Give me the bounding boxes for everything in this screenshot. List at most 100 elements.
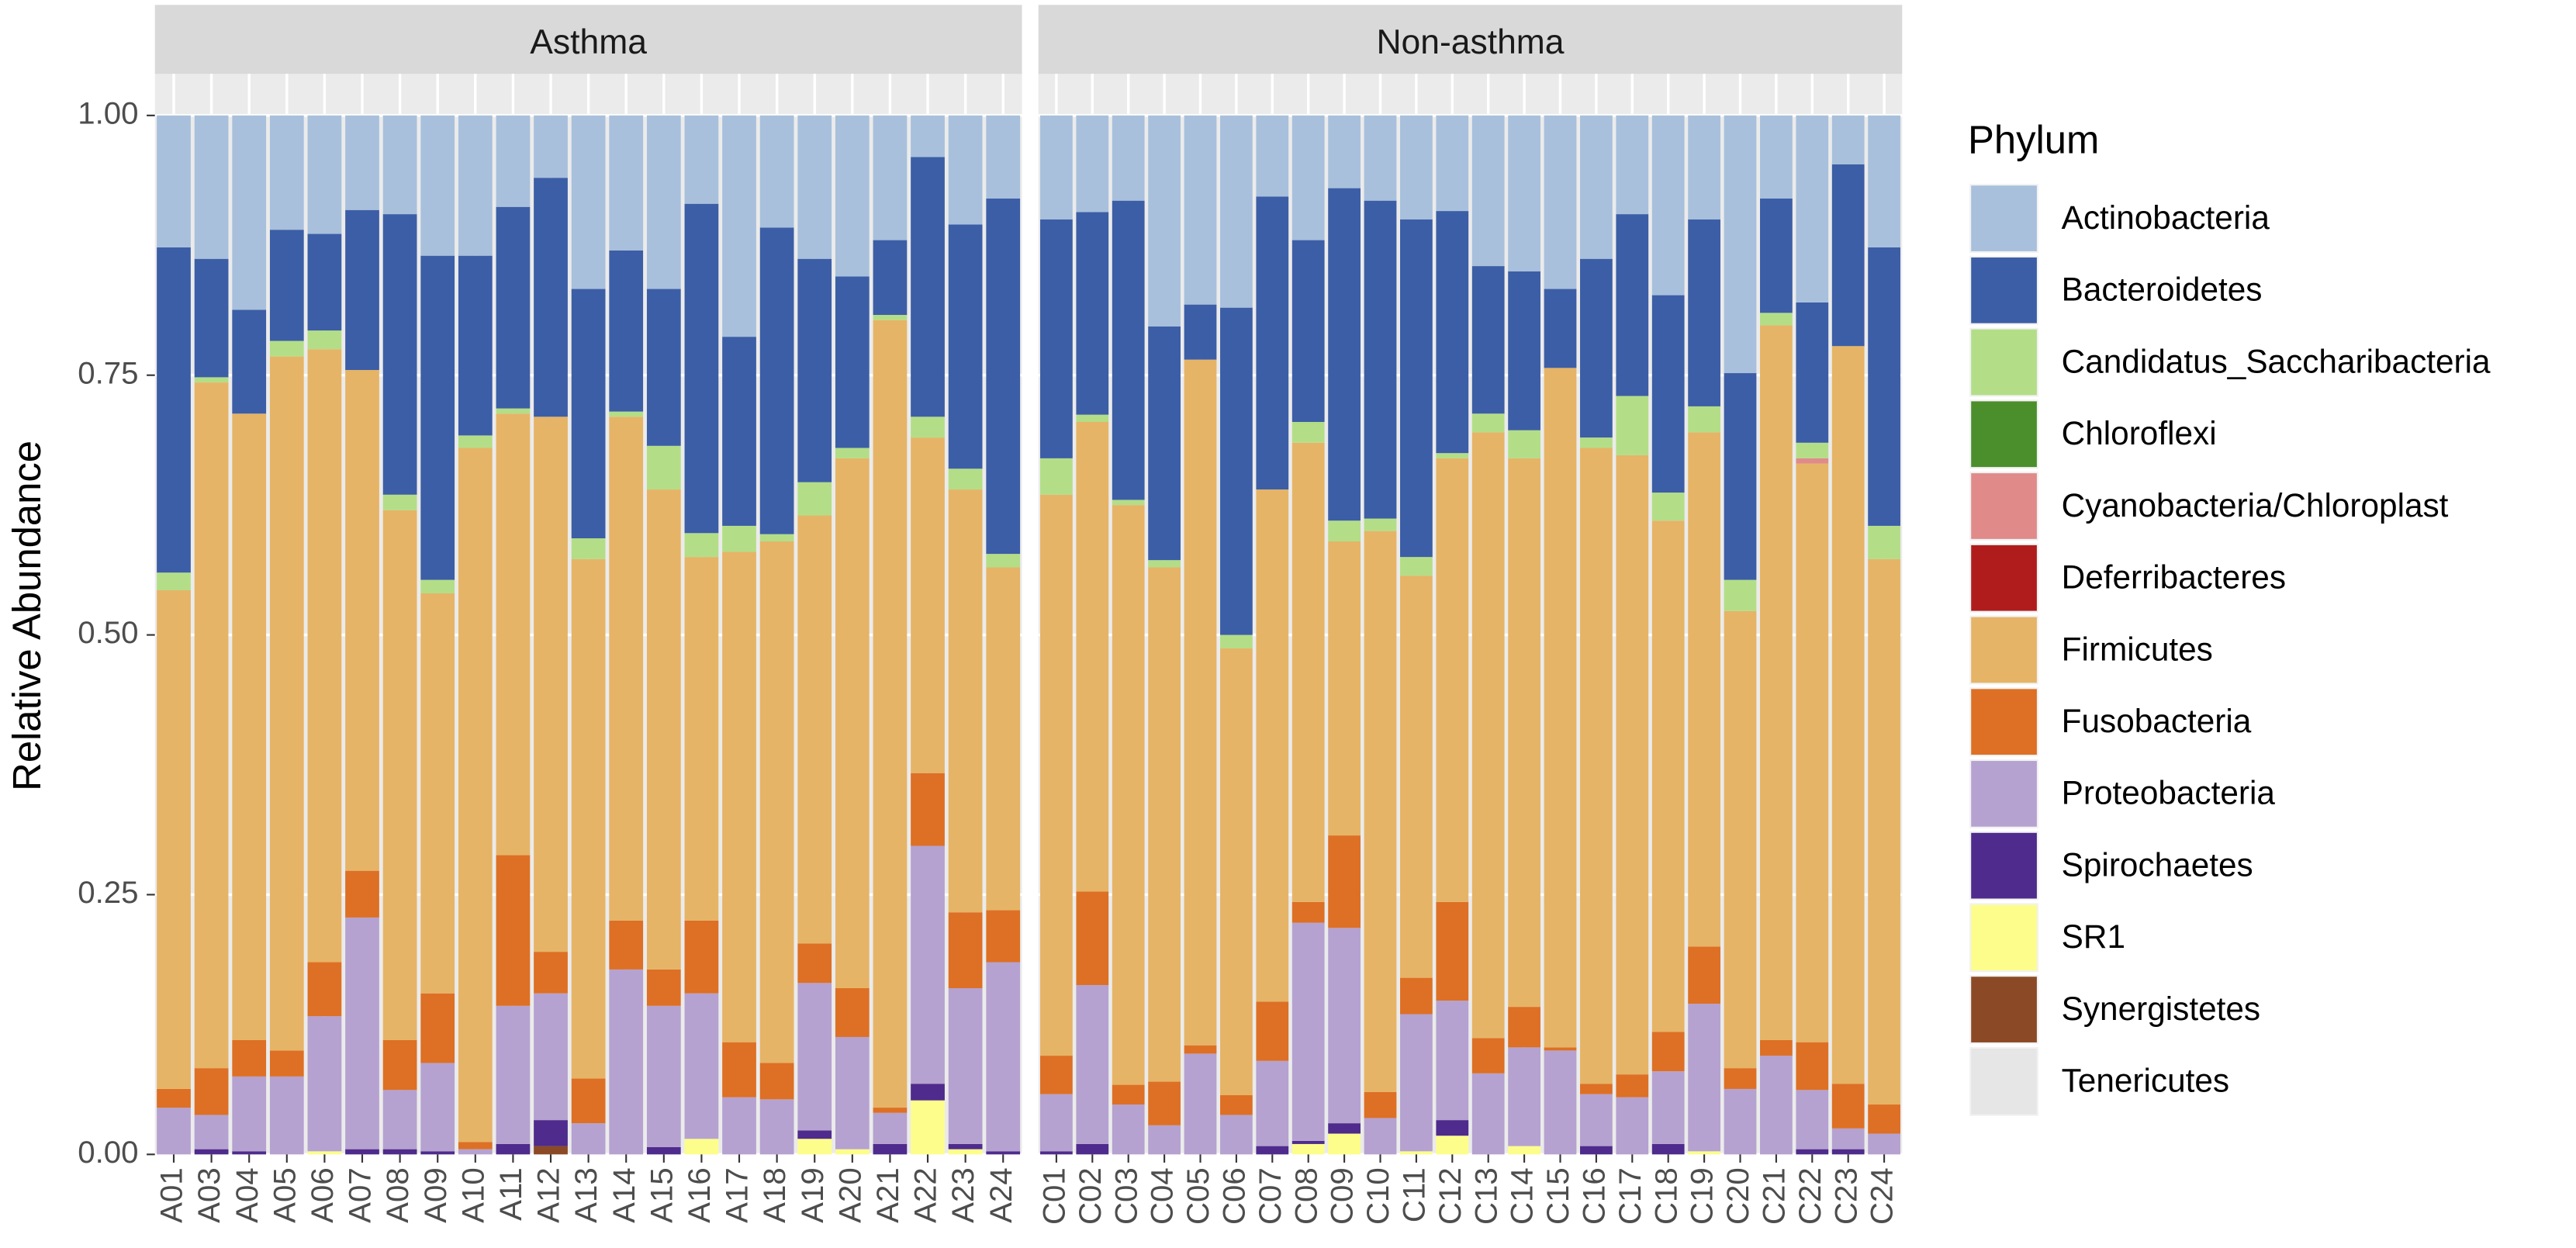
bar-segment <box>496 1005 531 1144</box>
bar-segment <box>1436 211 1469 454</box>
bar-segment <box>345 115 379 210</box>
bar-segment <box>646 445 681 490</box>
bar-segment <box>1831 346 1865 1084</box>
bar-segment <box>1471 413 1505 433</box>
bar-segment <box>1364 1091 1397 1118</box>
bar-segment <box>948 988 983 1144</box>
bar-segment <box>1184 1045 1217 1054</box>
legend-swatch <box>1971 1048 2037 1115</box>
bar-segment <box>1184 359 1217 1046</box>
bar-segment <box>1868 115 1900 247</box>
bar-segment <box>157 247 191 573</box>
bar-segment <box>1831 164 1865 347</box>
bar-segment <box>1831 1149 1865 1155</box>
legend-label: Tenericutes <box>2062 1063 2229 1099</box>
bar-segment <box>609 417 644 921</box>
bar-segment <box>646 115 681 289</box>
bar-segment <box>797 983 832 1131</box>
bar-segment <box>534 178 568 417</box>
x-tick-label: C14 <box>1505 1167 1540 1225</box>
bar-segment <box>835 115 870 277</box>
bar-segment <box>345 209 379 371</box>
bar-segment <box>684 920 719 994</box>
bar-segment <box>1688 115 1720 220</box>
bar-segment <box>1040 458 1073 495</box>
bar-segment <box>1364 518 1397 531</box>
bar-segment <box>1291 1140 1325 1144</box>
y-tick-label: 1.00 <box>78 95 138 130</box>
bar-segment <box>835 1036 870 1149</box>
bar-segment <box>797 482 832 516</box>
bar-segment <box>194 382 229 1069</box>
bar-segment <box>345 370 379 871</box>
x-tick-label: A10 <box>455 1167 490 1223</box>
legend-label: Deferribacteres <box>2062 559 2286 596</box>
bar-segment <box>1831 1128 1865 1149</box>
legend-label: Chloroflexi <box>2062 415 2217 451</box>
bar-segment <box>1400 576 1433 978</box>
bar-segment <box>420 593 455 994</box>
bar-segment <box>1724 373 1757 580</box>
bar-segment <box>759 541 794 1063</box>
legend-swatch <box>1971 832 2037 899</box>
bar-segment <box>458 1149 493 1155</box>
bar-segment <box>269 341 304 357</box>
bar-segment <box>986 554 1021 568</box>
bar-segment <box>1148 115 1181 327</box>
bar-segment <box>986 567 1021 911</box>
bar-segment <box>948 224 983 469</box>
bar-segment <box>1328 835 1361 928</box>
bar-segment <box>458 115 493 256</box>
bar-segment <box>382 494 417 510</box>
bar-segment <box>835 448 870 458</box>
bar-segment <box>1076 421 1109 892</box>
bar-segment <box>911 417 945 438</box>
x-tick-label: A04 <box>230 1167 265 1223</box>
bar-segment <box>609 969 644 1155</box>
bar-segment <box>194 258 229 378</box>
bar-segment <box>1076 891 1109 985</box>
bar-segment <box>1796 463 1829 1042</box>
x-tick-label: C15 <box>1540 1167 1575 1225</box>
bar-segment <box>1291 421 1325 443</box>
bar-segment <box>1220 648 1253 1095</box>
bar-segment <box>534 952 568 994</box>
bar-segment <box>797 115 832 259</box>
bar-segment <box>420 115 455 256</box>
x-tick-label: A12 <box>531 1167 566 1223</box>
bar-segment <box>307 1151 342 1155</box>
bar-segment <box>1220 115 1253 308</box>
bar-segment <box>420 1151 455 1155</box>
bar-segment <box>1364 200 1397 519</box>
bar-segment <box>1831 115 1865 164</box>
bar-segment <box>986 910 1021 963</box>
bar-segment <box>1436 1136 1469 1155</box>
bar-segment <box>1616 214 1649 396</box>
legend-swatch <box>1971 185 2037 251</box>
bar-segment <box>1580 437 1613 448</box>
bar-segment <box>1291 922 1325 1141</box>
bar-segment <box>1040 1094 1073 1152</box>
bar-segment <box>1328 188 1361 521</box>
bar-segment <box>684 557 719 921</box>
bar-segment <box>1868 247 1900 526</box>
legend-title: Phylum <box>1968 118 2099 162</box>
x-tick-label: C17 <box>1613 1167 1648 1225</box>
bar-segment <box>382 214 417 495</box>
bar-segment <box>1651 115 1685 296</box>
x-tick-label: C12 <box>1433 1167 1468 1225</box>
legend-label: Candidatus_Saccharibacteria <box>2062 343 2491 379</box>
bar-segment <box>1760 325 1793 1040</box>
bar-segment <box>684 115 719 204</box>
bar-segment <box>722 1097 756 1155</box>
x-tick-label: C18 <box>1648 1167 1683 1225</box>
y-tick-label: 0.50 <box>78 615 138 650</box>
bar-segment <box>1471 266 1505 414</box>
bar-segment <box>496 115 531 207</box>
legend-label: Proteobacteria <box>2062 775 2276 811</box>
x-tick-label: C16 <box>1577 1167 1612 1225</box>
bar-segment <box>1328 1123 1361 1134</box>
bar-segment <box>1436 1120 1469 1136</box>
x-tick-label: A23 <box>946 1167 980 1223</box>
bar-segment <box>873 1143 908 1155</box>
